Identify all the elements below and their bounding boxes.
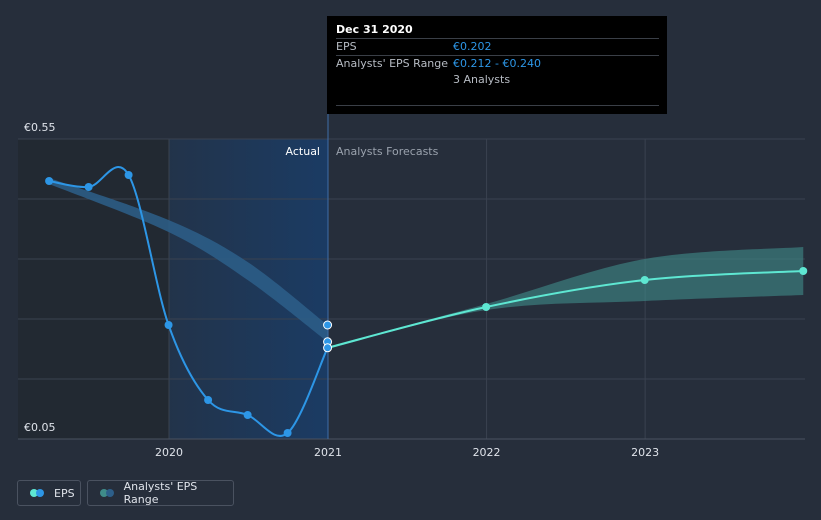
series-point[interactable] bbox=[640, 276, 649, 284]
tooltip-analysts-row: 3 Analysts bbox=[336, 72, 659, 88]
x-tick-label: 2023 bbox=[631, 446, 659, 459]
x-tick-label: 2022 bbox=[473, 446, 501, 459]
past-background bbox=[18, 139, 169, 439]
forecast-label: Analysts Forecasts bbox=[336, 145, 439, 158]
eps-legend-icon bbox=[30, 489, 46, 497]
range-bands bbox=[49, 178, 804, 349]
series-point[interactable] bbox=[45, 177, 54, 185]
legend-eps-button[interactable]: EPS bbox=[17, 480, 81, 506]
tooltip-eps-value: €0.202 bbox=[453, 40, 492, 53]
range-endpoint[interactable] bbox=[323, 320, 333, 330]
series-point[interactable] bbox=[204, 396, 213, 404]
series-point[interactable] bbox=[799, 267, 808, 275]
tooltip-date: Dec 31 2020 bbox=[336, 23, 413, 36]
legend-range-button[interactable]: Analysts' EPS Range bbox=[87, 480, 234, 506]
legend-eps-label: EPS bbox=[54, 486, 75, 500]
series-points bbox=[45, 171, 808, 437]
tooltip-range-value: €0.212 - €0.240 bbox=[453, 57, 541, 70]
series-point[interactable] bbox=[124, 171, 133, 179]
tooltip-range-row: Analysts' EPS Range €0.212 - €0.240 bbox=[336, 55, 659, 72]
range-band-2 bbox=[327, 247, 804, 349]
range-band-1 bbox=[49, 178, 328, 342]
tooltip-eps-row: EPS €0.202 bbox=[336, 38, 659, 55]
tooltip-divider bbox=[336, 105, 659, 106]
series-point[interactable] bbox=[164, 321, 173, 329]
tooltip-range-label: Analysts' EPS Range bbox=[336, 57, 449, 70]
series-point[interactable] bbox=[482, 303, 491, 311]
x-tick-label: 2020 bbox=[155, 446, 183, 459]
current-point[interactable] bbox=[323, 343, 333, 353]
actual-region bbox=[169, 139, 328, 439]
y-label-bottom: €0.05 bbox=[24, 421, 56, 434]
range-legend-icon bbox=[100, 489, 116, 497]
series-point[interactable] bbox=[243, 411, 252, 419]
y-label-top: €0.55 bbox=[24, 121, 56, 134]
tooltip-eps-label: EPS bbox=[336, 40, 357, 53]
series-point[interactable] bbox=[84, 183, 93, 191]
x-tick-labels: 2020 2021 2022 2023 bbox=[155, 446, 659, 459]
series-line-2 bbox=[327, 270, 804, 349]
legend-range-label: Analysts' EPS Range bbox=[123, 480, 198, 506]
tooltip-analysts: 3 Analysts bbox=[453, 73, 511, 86]
actual-label: Actual bbox=[286, 145, 320, 158]
series-point[interactable] bbox=[283, 429, 292, 437]
x-tick-label: 2021 bbox=[314, 446, 342, 459]
tooltip: Dec 31 2020 EPS €0.202 Analysts' EPS Ran… bbox=[327, 16, 667, 114]
